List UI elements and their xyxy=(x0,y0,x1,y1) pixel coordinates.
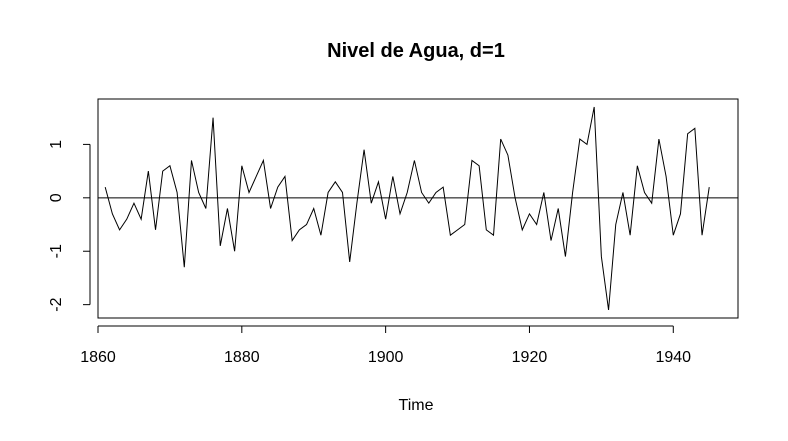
y-tick-label: 1 xyxy=(48,140,65,149)
x-tick-label: 1860 xyxy=(80,349,116,366)
x-tick-label: 1900 xyxy=(368,349,404,366)
series-line xyxy=(104,106,710,311)
y-tick-label: 0 xyxy=(48,193,65,202)
y-tick-label: -2 xyxy=(48,297,65,311)
x-tick-label: 1940 xyxy=(655,349,691,366)
x-axis-label: Time xyxy=(399,397,434,414)
x-tick-label: 1920 xyxy=(512,349,548,366)
plot-frame xyxy=(97,98,739,319)
chart-title: Nivel de Agua, d=1 xyxy=(327,40,505,62)
x-axis: 1860 1880 1900 1920 1940 xyxy=(80,325,691,366)
y-axis: -2 -1 0 1 xyxy=(48,140,91,312)
x-tick-label: 1880 xyxy=(224,349,260,366)
y-tick-label: -1 xyxy=(48,244,65,258)
